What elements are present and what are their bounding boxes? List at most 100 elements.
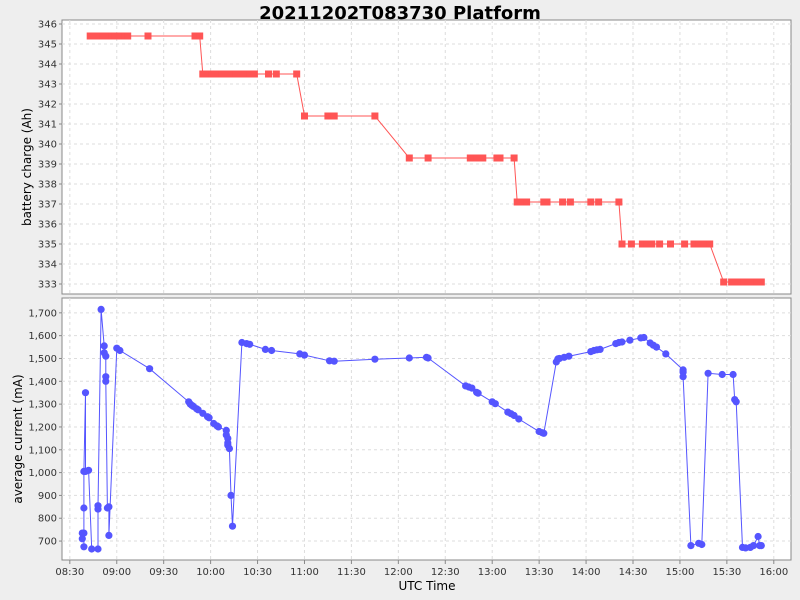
current-point [80,529,88,537]
current-point [268,346,276,355]
charge-point [466,154,474,162]
charge-y-tick-label: 333 [38,280,57,291]
x-tick-label: 11:30 [337,567,366,578]
current-point [105,531,113,540]
current-point [102,352,110,360]
current-point [491,400,499,408]
current-point [679,373,687,381]
current-point [116,346,124,355]
current-point [474,389,482,397]
current-point [757,542,765,550]
current-point [94,502,102,510]
charge-point [695,240,703,248]
charge-series [86,32,765,286]
current-point [596,345,604,353]
current-point [261,345,269,353]
charge-point [543,198,551,206]
charge-point [690,240,698,248]
current-point [626,336,634,344]
current-y-tick-label: 1,400 [28,377,57,388]
charge-point [643,240,651,248]
charge-point [191,32,199,40]
current-point [88,545,96,553]
current-point [85,466,93,474]
x-tick-label: 13:30 [525,567,554,578]
charge-point [740,278,748,286]
chart-title: 20211202T083730 Platform [259,3,541,24]
current-point [78,535,86,543]
charge-point [720,278,728,286]
charge-point [236,70,244,78]
current-point [515,415,523,423]
current-series [78,305,765,553]
charge-point [250,70,258,78]
x-tick-label: 10:30 [243,567,272,578]
charge-point [681,240,689,248]
x-tick-label: 11:00 [290,567,319,578]
current-y-tick-label: 1,500 [28,354,57,365]
current-point [246,340,254,348]
charge-point [208,70,216,78]
current-point [80,504,88,512]
current-point [97,305,105,313]
current-y-tick-label: 1,000 [28,468,57,479]
current-point [565,352,573,360]
charge-point [241,70,249,78]
x-tick-label: 12:30 [431,567,460,578]
current-point [732,398,740,406]
current-point [662,350,670,358]
current-point [100,342,108,350]
charge-point [618,240,626,248]
current-point [540,429,548,437]
charge-point [218,70,226,78]
current-y-axis-label: average current (mA) [11,374,25,503]
current-point [424,354,432,362]
charge-point [510,154,518,162]
charge-y-tick-label: 341 [38,120,57,131]
current-y-tick-label: 1,300 [28,400,57,411]
current-point [225,445,233,453]
charge-point [638,240,646,248]
charge-point [330,112,338,120]
current-point [214,423,222,431]
charge-point [746,278,754,286]
charge-point [496,154,504,162]
charge-point [265,70,272,78]
charge-point [213,70,221,78]
current-point [749,542,758,550]
current-point [468,384,476,392]
current-y-tick-label: 1,600 [28,331,57,342]
x-tick-label: 09:30 [149,567,178,578]
charge-point [204,70,211,78]
current-point [371,355,379,363]
current-point [698,540,706,549]
current-point [330,357,338,365]
current-y-tick-label: 900 [38,491,57,502]
current-y-tick-label: 1,700 [28,308,57,319]
charge-y-tick-label: 342 [38,100,57,111]
current-y-tick-label: 800 [38,514,57,525]
charge-point [587,198,595,206]
current-point [80,543,88,551]
charge-y-tick-label: 345 [38,40,57,51]
current-gridlines [62,298,791,560]
charge-y-tick-label: 344 [38,60,57,71]
charge-y-tick-label: 335 [38,240,57,251]
current-y-tick-label: 1,100 [28,445,57,456]
charge-point [371,112,379,120]
charge-point [144,32,152,40]
x-tick-label: 15:30 [712,567,741,578]
x-tick-label: 13:00 [478,567,507,578]
charge-point [199,70,207,78]
charge-y-tick-label: 338 [38,180,57,191]
charge-point [324,112,332,120]
charge-y-axis-label: battery charge (Ah) [20,108,34,226]
current-point [227,491,235,499]
x-axis: 08:30 09:00 09:30 10:00 10:30 11:00 11:30 12:00… [55,560,788,578]
current-point [652,343,661,351]
charge-point [667,240,674,248]
current-point [205,414,213,422]
charge-point [656,240,664,248]
charge-point [114,32,122,40]
charge-point [222,70,230,78]
